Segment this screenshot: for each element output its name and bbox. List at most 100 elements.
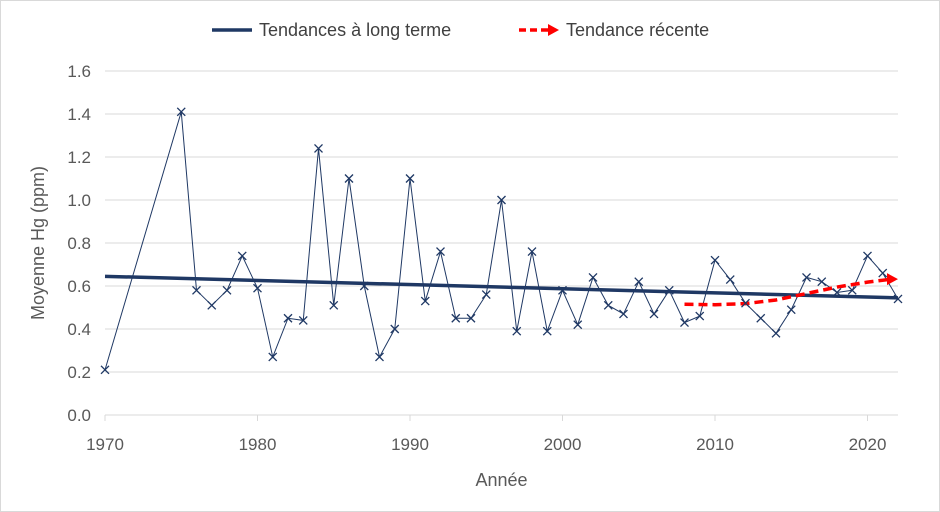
y-tick-label: 1.0 <box>67 191 91 210</box>
data-point <box>725 275 735 285</box>
data-point-stroke <box>817 277 827 287</box>
data-point-stroke <box>634 277 644 287</box>
data-point-stroke <box>725 275 735 285</box>
legend-label-long-term: Tendances à long terme <box>259 20 451 40</box>
data-point <box>497 195 506 205</box>
y-axis-title: Moyenne Hg (ppm) <box>28 166 48 320</box>
data-point-stroke <box>756 313 766 323</box>
data-point <box>603 300 613 310</box>
data-point-stroke <box>481 290 491 300</box>
data-point-stroke <box>695 311 705 321</box>
data-point-stroke <box>497 195 506 205</box>
data-point-stroke <box>314 143 323 153</box>
y-tick-label: 0.8 <box>67 234 91 253</box>
data-point <box>649 309 659 319</box>
data-point <box>222 285 232 295</box>
x-tick-label: 2010 <box>696 435 734 454</box>
data-point <box>741 298 750 308</box>
x-tick-label: 1990 <box>391 435 429 454</box>
data-point <box>573 320 583 330</box>
long-term-trend-line <box>104 274 899 300</box>
data-point-stroke <box>207 300 217 310</box>
data-point <box>375 352 384 362</box>
data-point <box>207 300 217 310</box>
legend: Tendances à long terme Tendance récente <box>212 20 709 40</box>
data-point <box>237 251 247 261</box>
x-tick-label: 2020 <box>849 435 887 454</box>
data-point-stroke <box>512 326 522 336</box>
data-point <box>176 107 186 117</box>
data-point-stroke <box>863 251 872 261</box>
data-point-stroke <box>893 294 903 304</box>
data-point <box>405 174 415 183</box>
data-point <box>329 300 339 310</box>
data-point-stroke <box>375 352 384 362</box>
data-point-stroke <box>253 283 262 293</box>
data-point <box>878 268 888 278</box>
gridlines <box>105 70 898 373</box>
data-point <box>283 313 293 323</box>
data-point <box>512 326 522 336</box>
data-point <box>436 247 445 257</box>
x-tick-label: 1970 <box>86 435 124 454</box>
data-point <box>298 315 308 325</box>
y-tick-label: 1.2 <box>67 148 91 167</box>
data-point-stroke <box>222 285 232 295</box>
data-point-stroke <box>558 285 567 295</box>
data-point <box>832 287 842 297</box>
recent-trend-line <box>684 277 893 307</box>
data-point-stroke <box>832 287 842 297</box>
data-point <box>542 326 552 336</box>
data-point-stroke <box>710 255 720 265</box>
data-point-stroke <box>786 305 796 315</box>
data-point <box>786 305 796 315</box>
data-point <box>863 251 872 261</box>
y-tick-label: 0.4 <box>67 320 91 339</box>
data-point <box>893 294 903 304</box>
data-point <box>268 352 278 362</box>
data-point-stroke <box>619 309 628 319</box>
data-point-stroke <box>542 326 552 336</box>
data-point-stroke <box>741 298 750 308</box>
legend-label-recent: Tendance récente <box>566 20 709 40</box>
data-point-stroke <box>527 247 537 257</box>
data-point-stroke <box>390 324 400 334</box>
data-point <box>558 285 567 295</box>
data-point-stroke <box>664 285 674 295</box>
y-tick-label: 1.6 <box>67 62 91 81</box>
data-point <box>710 255 720 265</box>
data-point-stroke <box>466 313 476 323</box>
data-point-stroke <box>680 318 689 328</box>
y-tick-label: 1.4 <box>67 105 91 124</box>
data-point <box>192 285 201 295</box>
data-point-stroke <box>237 251 247 261</box>
data-point-stroke <box>192 285 201 295</box>
data-point-stroke <box>344 174 354 183</box>
data-point <box>680 318 689 328</box>
y-tick-label: 0.2 <box>67 363 91 382</box>
y-tick-label: 0.0 <box>67 406 91 425</box>
data-point <box>847 285 857 295</box>
data-point <box>314 143 323 153</box>
data-point <box>802 272 811 282</box>
data-point-stroke <box>649 309 659 319</box>
data-point-stroke <box>329 300 339 310</box>
data-point-stroke <box>802 272 811 282</box>
data-point-stroke <box>878 268 888 278</box>
data-point-stroke <box>771 328 781 338</box>
data-point <box>253 283 262 293</box>
data-point-stroke <box>268 352 278 362</box>
data-point <box>420 296 430 306</box>
data-point <box>451 313 461 323</box>
data-point <box>771 328 781 338</box>
data-point-stroke <box>176 107 186 117</box>
data-point <box>466 313 476 323</box>
x-axis-title: Année <box>475 470 527 490</box>
data-point <box>634 277 644 287</box>
data-point-stroke <box>405 174 415 183</box>
data-point <box>695 311 705 321</box>
data-point <box>664 285 674 295</box>
data-point <box>344 174 354 183</box>
